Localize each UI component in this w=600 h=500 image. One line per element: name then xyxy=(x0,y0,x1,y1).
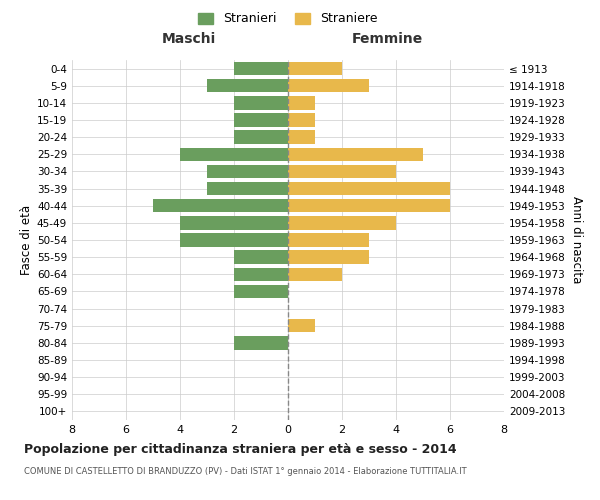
Bar xyxy=(234,130,288,144)
Bar xyxy=(234,62,288,76)
Bar xyxy=(288,114,315,126)
Bar xyxy=(207,182,288,196)
Bar xyxy=(234,268,288,281)
Text: COMUNE DI CASTELLETTO DI BRANDUZZO (PV) - Dati ISTAT 1° gennaio 2014 - Elaborazi: COMUNE DI CASTELLETTO DI BRANDUZZO (PV) … xyxy=(24,468,467,476)
Text: Maschi: Maschi xyxy=(161,32,216,46)
Bar xyxy=(180,148,288,161)
Bar xyxy=(207,79,288,92)
Bar xyxy=(288,96,315,110)
Bar xyxy=(234,284,288,298)
Text: Popolazione per cittadinanza straniera per età e sesso - 2014: Popolazione per cittadinanza straniera p… xyxy=(24,442,457,456)
Bar xyxy=(288,234,369,246)
Bar xyxy=(288,62,342,76)
Y-axis label: Anni di nascita: Anni di nascita xyxy=(570,196,583,284)
Bar xyxy=(288,79,369,92)
Y-axis label: Fasce di età: Fasce di età xyxy=(20,205,33,275)
Bar xyxy=(207,164,288,178)
Bar xyxy=(288,216,396,230)
Bar xyxy=(288,164,396,178)
Bar xyxy=(288,182,450,196)
Bar xyxy=(234,250,288,264)
Text: Femmine: Femmine xyxy=(352,32,423,46)
Bar xyxy=(288,199,450,212)
Legend: Stranieri, Straniere: Stranieri, Straniere xyxy=(194,8,382,29)
Bar xyxy=(288,148,423,161)
Bar xyxy=(234,114,288,126)
Bar xyxy=(288,268,342,281)
Bar xyxy=(234,96,288,110)
Bar xyxy=(288,250,369,264)
Bar xyxy=(288,319,315,332)
Bar xyxy=(288,130,315,144)
Bar xyxy=(234,336,288,349)
Bar xyxy=(180,216,288,230)
Bar xyxy=(180,234,288,246)
Bar xyxy=(153,199,288,212)
